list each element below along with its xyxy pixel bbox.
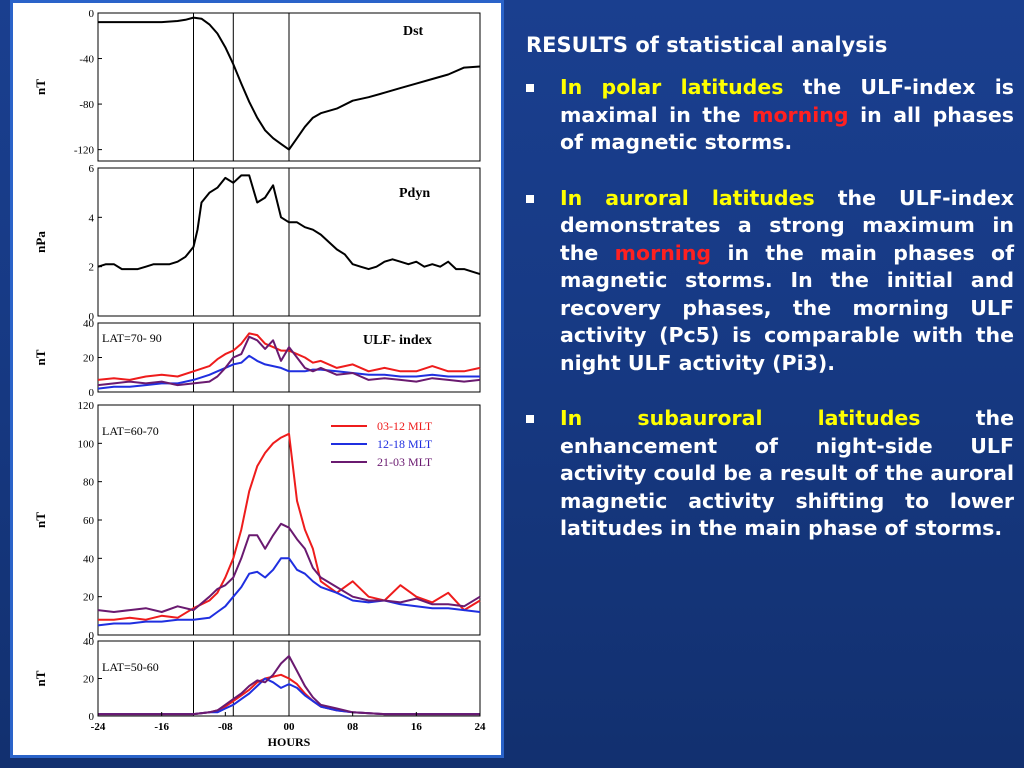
panel-title: Pdyn [399,186,430,201]
x-tick-label: -24 [91,721,106,733]
series-line-21-03-mlt [98,655,480,716]
y-tick-label: 40 [83,636,95,648]
series-line-main [98,16,481,151]
y-tick-label: 4 [89,212,95,224]
panel-annotation: LAT=70- 90 [102,331,162,345]
y-tick-label: 0 [89,8,95,20]
square-bullet-icon [526,194,534,203]
y-tick-label: 20 [83,674,95,686]
y-tick-label: 20 [83,353,95,365]
y-tick-label: -120 [74,145,95,157]
legend-label: 12-18 MLT [377,437,433,451]
y-tick-label: 120 [78,400,95,412]
series-line-main [97,174,481,276]
y-tick-label: 0 [89,311,95,323]
x-tick-label: 24 [475,721,487,733]
y-tick-label: 0 [89,711,95,723]
x-tick-label: 16 [411,721,423,733]
y-axis-label: nT [33,670,48,686]
y-tick-label: 40 [83,318,95,330]
y-axis-label: nT [33,512,48,528]
square-bullet-icon [526,415,534,423]
figure-canvas: 0 -40 -80 -120 nT Dst 0 2 4 6 nPa Pdyn 0 20 40 nT ULF- i… [13,3,501,755]
bullet-text: the ULF-index is maximal in the [560,75,1014,127]
bullet-highlight-red: morning [614,240,712,265]
bullet-text: the enhancement of night-side ULF activi… [560,406,1014,540]
y-tick-label: 0 [89,630,95,642]
y-tick-label: 100 [78,438,95,450]
series-line-21-03-mlt [97,335,481,387]
panel-annotation: LAT=60-70 [102,424,159,438]
results-text-panel: RESULTS of statistical analysis In polar… [518,30,1014,571]
bullet-highlight: In subauroral latitudes [560,406,921,430]
x-tick-label: 00 [284,721,296,733]
y-tick-label: 60 [83,515,95,527]
bullet-text: the ULF-index demonstrates a strong maxi… [560,185,1014,265]
square-bullet-icon [526,84,534,92]
y-axis-label: nPa [33,231,48,253]
figure-frame: 0 -40 -80 -120 nT Dst 0 2 4 6 nPa Pdyn 0 20 40 nT ULF- i… [10,0,504,758]
bullet-text: in all phases of magnetic storms. [560,102,1014,155]
bullet-highlight: In polar latitudes [560,75,784,99]
panel-title: Dst [403,24,424,39]
y-tick-label: 2 [89,262,95,274]
y-tick-label: 20 [83,592,95,604]
y-tick-label: 40 [83,553,95,565]
legend-label: 21-03 MLT [377,455,433,469]
x-tick-label: 08 [347,721,359,733]
panel-annotation: LAT=50-60 [102,660,159,674]
bullet-auroral: In auroral latitudes the ULF-index demon… [518,185,1014,378]
series-line-12-18-mlt [97,354,480,390]
x-axis-label: HOURS [268,735,311,749]
bullet-subauroral: In subauroral latitudes the enhancement … [518,405,1014,543]
y-axis-label: nT [33,349,48,365]
bullet-text: in the main phases of magnetic storms. I… [560,240,1014,375]
y-tick-label: -40 [79,54,94,66]
bullet-highlight-red: morning [752,102,849,127]
bullet-polar: In polar latitudes the ULF-index is maxi… [518,74,1014,157]
x-tick-label: -08 [218,721,233,733]
y-tick-label: 0 [89,387,95,399]
y-tick-label: 80 [83,477,95,489]
legend-label: 03-12 MLT [377,419,433,433]
series-line-12-18-mlt [97,557,481,627]
series-line-21-03-mlt [97,522,481,613]
y-axis-label: nT [33,79,48,95]
series-line-03-12-mlt [98,432,481,621]
results-heading: RESULTS of statistical analysis [526,33,888,57]
bullet-highlight: In auroral latitudes [560,185,815,210]
y-tick-label: -80 [79,99,94,111]
panel-title: ULF- index [363,333,432,348]
x-tick-label: -16 [154,721,169,733]
y-tick-label: 6 [89,163,95,175]
